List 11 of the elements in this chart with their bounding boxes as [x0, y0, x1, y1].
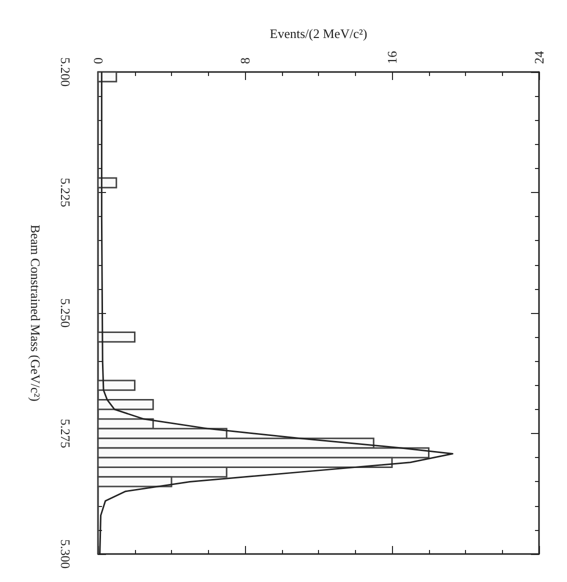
y-tick-label: 5.225 — [58, 178, 73, 208]
x-axis-title: Events/(2 MeV/c²) — [270, 26, 368, 41]
x-tick-label: 8 — [238, 58, 252, 64]
y-tick-label: 5.250 — [58, 298, 73, 328]
x-tick-label: 16 — [384, 50, 400, 64]
x-tick-label: 0 — [90, 58, 106, 64]
y-axis-title: Beam Constrained Mass (GeV/c²) — [28, 224, 43, 402]
y-tick-label: 5.200 — [58, 57, 73, 87]
y-tick-label: 5.300 — [58, 539, 73, 569]
y-tick-label: 5.275 — [58, 418, 73, 448]
x-tick-label: 24 — [532, 50, 546, 64]
